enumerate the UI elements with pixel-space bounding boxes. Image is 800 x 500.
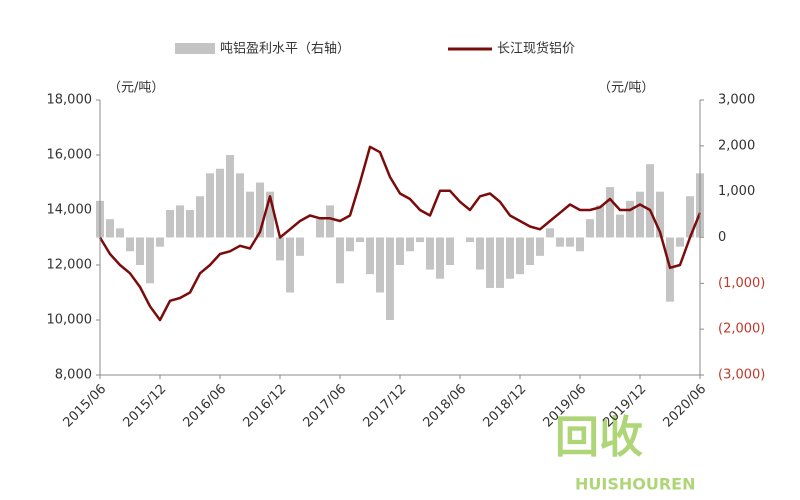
bar — [356, 237, 364, 243]
y2-tick-label: 2,000 — [718, 138, 755, 153]
bar — [466, 237, 474, 243]
y-tick-label: 18,000 — [47, 93, 93, 108]
y2-tick-label: 0 — [718, 230, 726, 245]
bar — [276, 237, 284, 261]
y2-tick-label: (1,000) — [718, 276, 765, 291]
legend-label: 吨铝盈利水平（右轴） — [220, 42, 350, 57]
y2-axis-unit: （元/吨） — [598, 81, 654, 96]
bar — [106, 219, 114, 238]
bar — [546, 228, 554, 238]
y-tick-label: 12,000 — [47, 258, 93, 273]
y-tick-label: 8,000 — [55, 368, 92, 383]
bar — [296, 237, 304, 256]
bar — [416, 237, 424, 243]
bar — [596, 205, 604, 238]
bar — [146, 237, 154, 284]
bar — [206, 173, 214, 238]
bar — [656, 191, 664, 238]
bar — [436, 237, 444, 279]
watermark: HUISHOUREN — [575, 475, 695, 494]
y-axis-unit: （元/吨） — [108, 81, 164, 96]
price-line — [98, 145, 702, 322]
bar — [366, 237, 374, 275]
bar — [286, 237, 294, 293]
bar — [216, 168, 224, 238]
bar — [556, 237, 564, 247]
legend-swatch — [175, 43, 215, 54]
y2-tick-label: 3,000 — [718, 93, 755, 108]
y-tick-label: 10,000 — [47, 313, 93, 328]
bar — [196, 196, 204, 238]
bar — [256, 182, 264, 238]
bar — [486, 237, 494, 288]
bar — [406, 237, 414, 252]
bar — [166, 210, 174, 238]
bar — [236, 173, 244, 238]
bar — [646, 164, 654, 238]
bar — [566, 237, 574, 247]
bar — [136, 237, 144, 265]
y2-tick-label: (2,000) — [718, 322, 765, 337]
bar — [506, 237, 514, 279]
bar — [606, 187, 614, 238]
bar — [386, 237, 394, 320]
bar — [616, 214, 624, 238]
bar — [396, 237, 404, 265]
bar — [426, 237, 434, 270]
bar — [446, 237, 454, 265]
bar — [676, 237, 684, 247]
bar — [326, 205, 334, 238]
y-tick-label: 16,000 — [47, 148, 93, 163]
bar — [126, 237, 134, 252]
bar — [156, 237, 164, 247]
bar — [536, 237, 544, 256]
bar — [516, 237, 524, 275]
bar — [266, 191, 274, 238]
y-tick-label: 14,000 — [47, 203, 93, 218]
bar — [226, 155, 234, 238]
bar — [666, 237, 674, 302]
bar — [376, 237, 384, 293]
y2-tick-label: 1,000 — [718, 184, 755, 199]
bar — [526, 237, 534, 265]
bar — [626, 200, 634, 238]
bar — [336, 237, 344, 284]
bar — [636, 191, 644, 238]
bar — [116, 228, 124, 238]
bar — [576, 237, 584, 252]
bar — [686, 196, 694, 238]
bar — [186, 210, 194, 238]
y2-tick-label: (3,000) — [718, 368, 765, 383]
legend-label: 长江现货铝价 — [497, 41, 575, 57]
bar — [246, 191, 254, 238]
bar — [476, 237, 484, 270]
bar — [496, 237, 504, 288]
bar — [346, 237, 354, 252]
bar — [176, 205, 184, 238]
bar — [586, 219, 594, 238]
watermark: 回收 — [555, 412, 643, 463]
bar — [316, 219, 324, 238]
